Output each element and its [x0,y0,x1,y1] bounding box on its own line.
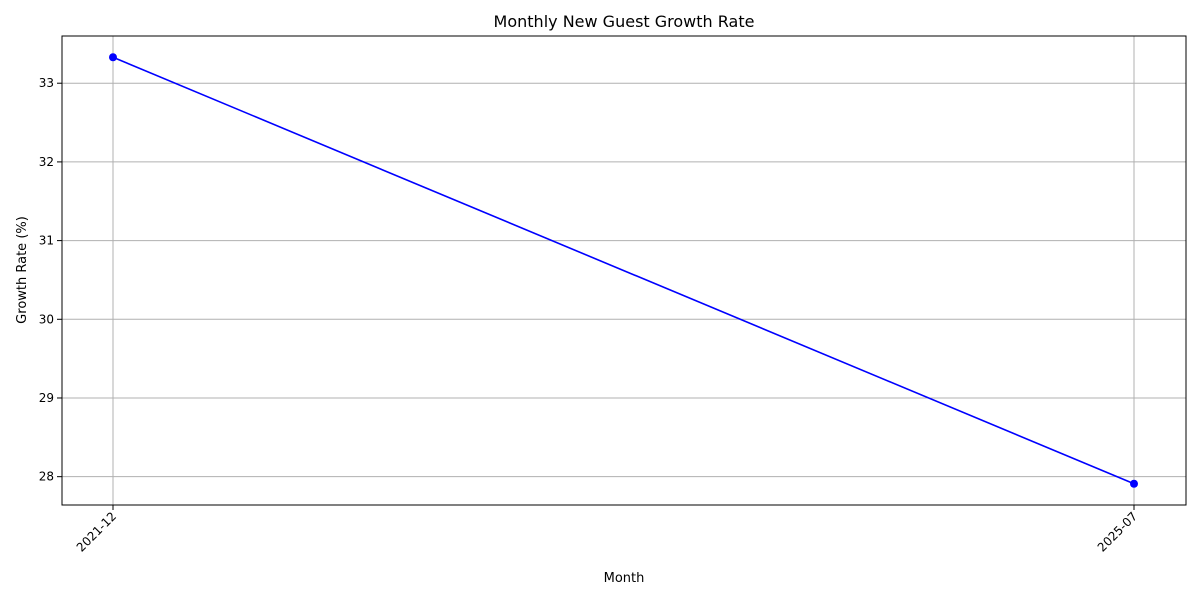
y-tick-label: 30 [39,312,54,326]
plot-frame [61,35,1187,506]
tick-layer: 2021-12 2025-07 28 29 30 31 32 33 [39,76,1140,554]
y-axis-label: Growth Rate (%) [15,216,30,324]
series-line [112,56,1135,485]
x-axis-label: Month [604,571,645,586]
x-tick-label: 2021-12 [74,509,119,554]
y-tick-label: 31 [39,234,54,248]
y-tick-label: 29 [39,391,54,405]
y-tick-label: 32 [39,155,54,169]
x-tick-label: 2025-07 [1095,509,1140,554]
series-layer [109,53,1138,488]
data-point [109,53,117,62]
data-point [1130,479,1138,488]
y-tick-label: 33 [39,76,54,90]
y-tick-label: 28 [39,470,54,484]
chart-title: Monthly New Guest Growth Rate [494,12,755,31]
grid-layer [62,36,1186,505]
